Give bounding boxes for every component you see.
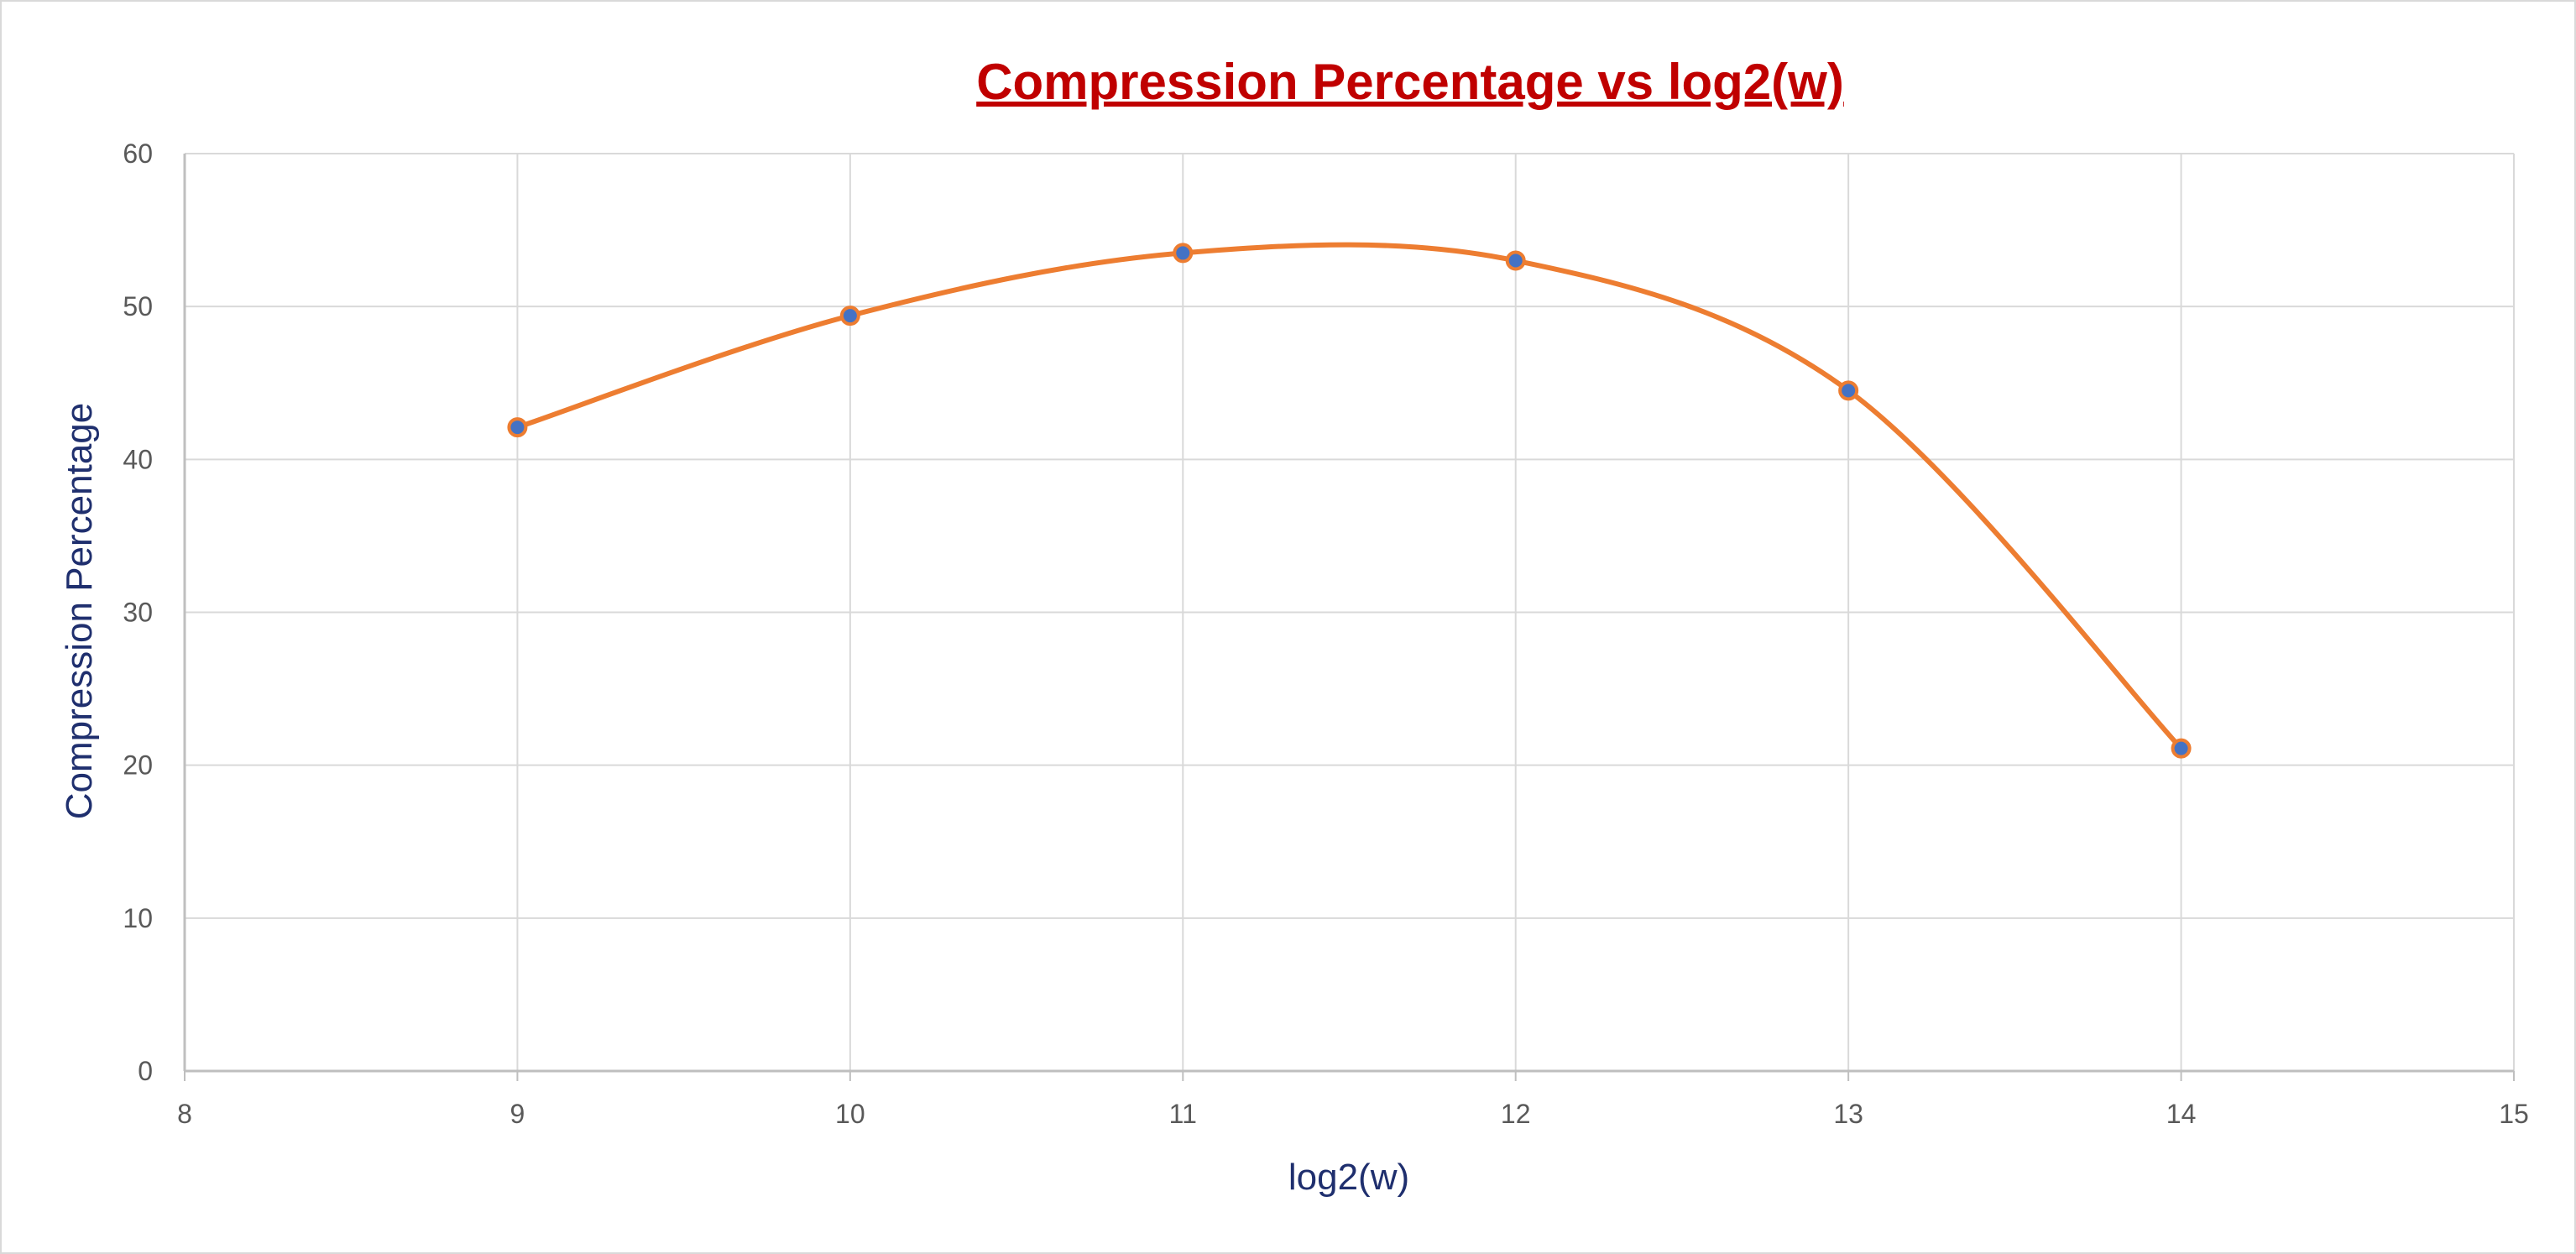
y-tick-label: 30 [123, 598, 153, 628]
x-tick-label: 9 [510, 1099, 525, 1129]
data-point [1505, 250, 1526, 271]
data-point [2171, 738, 2192, 759]
y-tick-label: 50 [123, 291, 153, 321]
y-tick-label: 10 [123, 903, 153, 933]
data-markers [507, 243, 2192, 759]
data-point [507, 417, 528, 438]
series-line [516, 242, 2183, 750]
data-point [839, 306, 860, 327]
x-tick-labels: 8 9 10 11 12 13 14 15 [177, 1099, 2529, 1129]
y-tick-label: 40 [123, 444, 153, 474]
x-tick-label: 13 [1833, 1099, 1863, 1129]
data-point [1173, 243, 1194, 264]
x-tick-label: 11 [1169, 1099, 1197, 1129]
x-tick-label: 14 [2166, 1099, 2197, 1129]
x-tick-label: 10 [835, 1099, 865, 1129]
gridlines [185, 153, 2515, 1071]
x-tick-label: 15 [2499, 1099, 2529, 1129]
y-tick-label: 20 [123, 750, 153, 781]
x-axis-title: log2(w) [1288, 1157, 1409, 1198]
y-tick-label: 60 [123, 138, 153, 169]
y-tick-label: 0 [138, 1056, 153, 1086]
x-tick-label: 8 [177, 1099, 192, 1129]
data-point [1838, 380, 1859, 401]
axes [183, 154, 2515, 1081]
chart-title: Compression Percentage vs log2(w) [976, 54, 1844, 110]
x-tick-label: 12 [1501, 1099, 1531, 1129]
y-tick-labels: 0 10 20 30 40 50 60 [123, 138, 153, 1086]
y-axis-title: Compression Percentage [59, 403, 100, 819]
